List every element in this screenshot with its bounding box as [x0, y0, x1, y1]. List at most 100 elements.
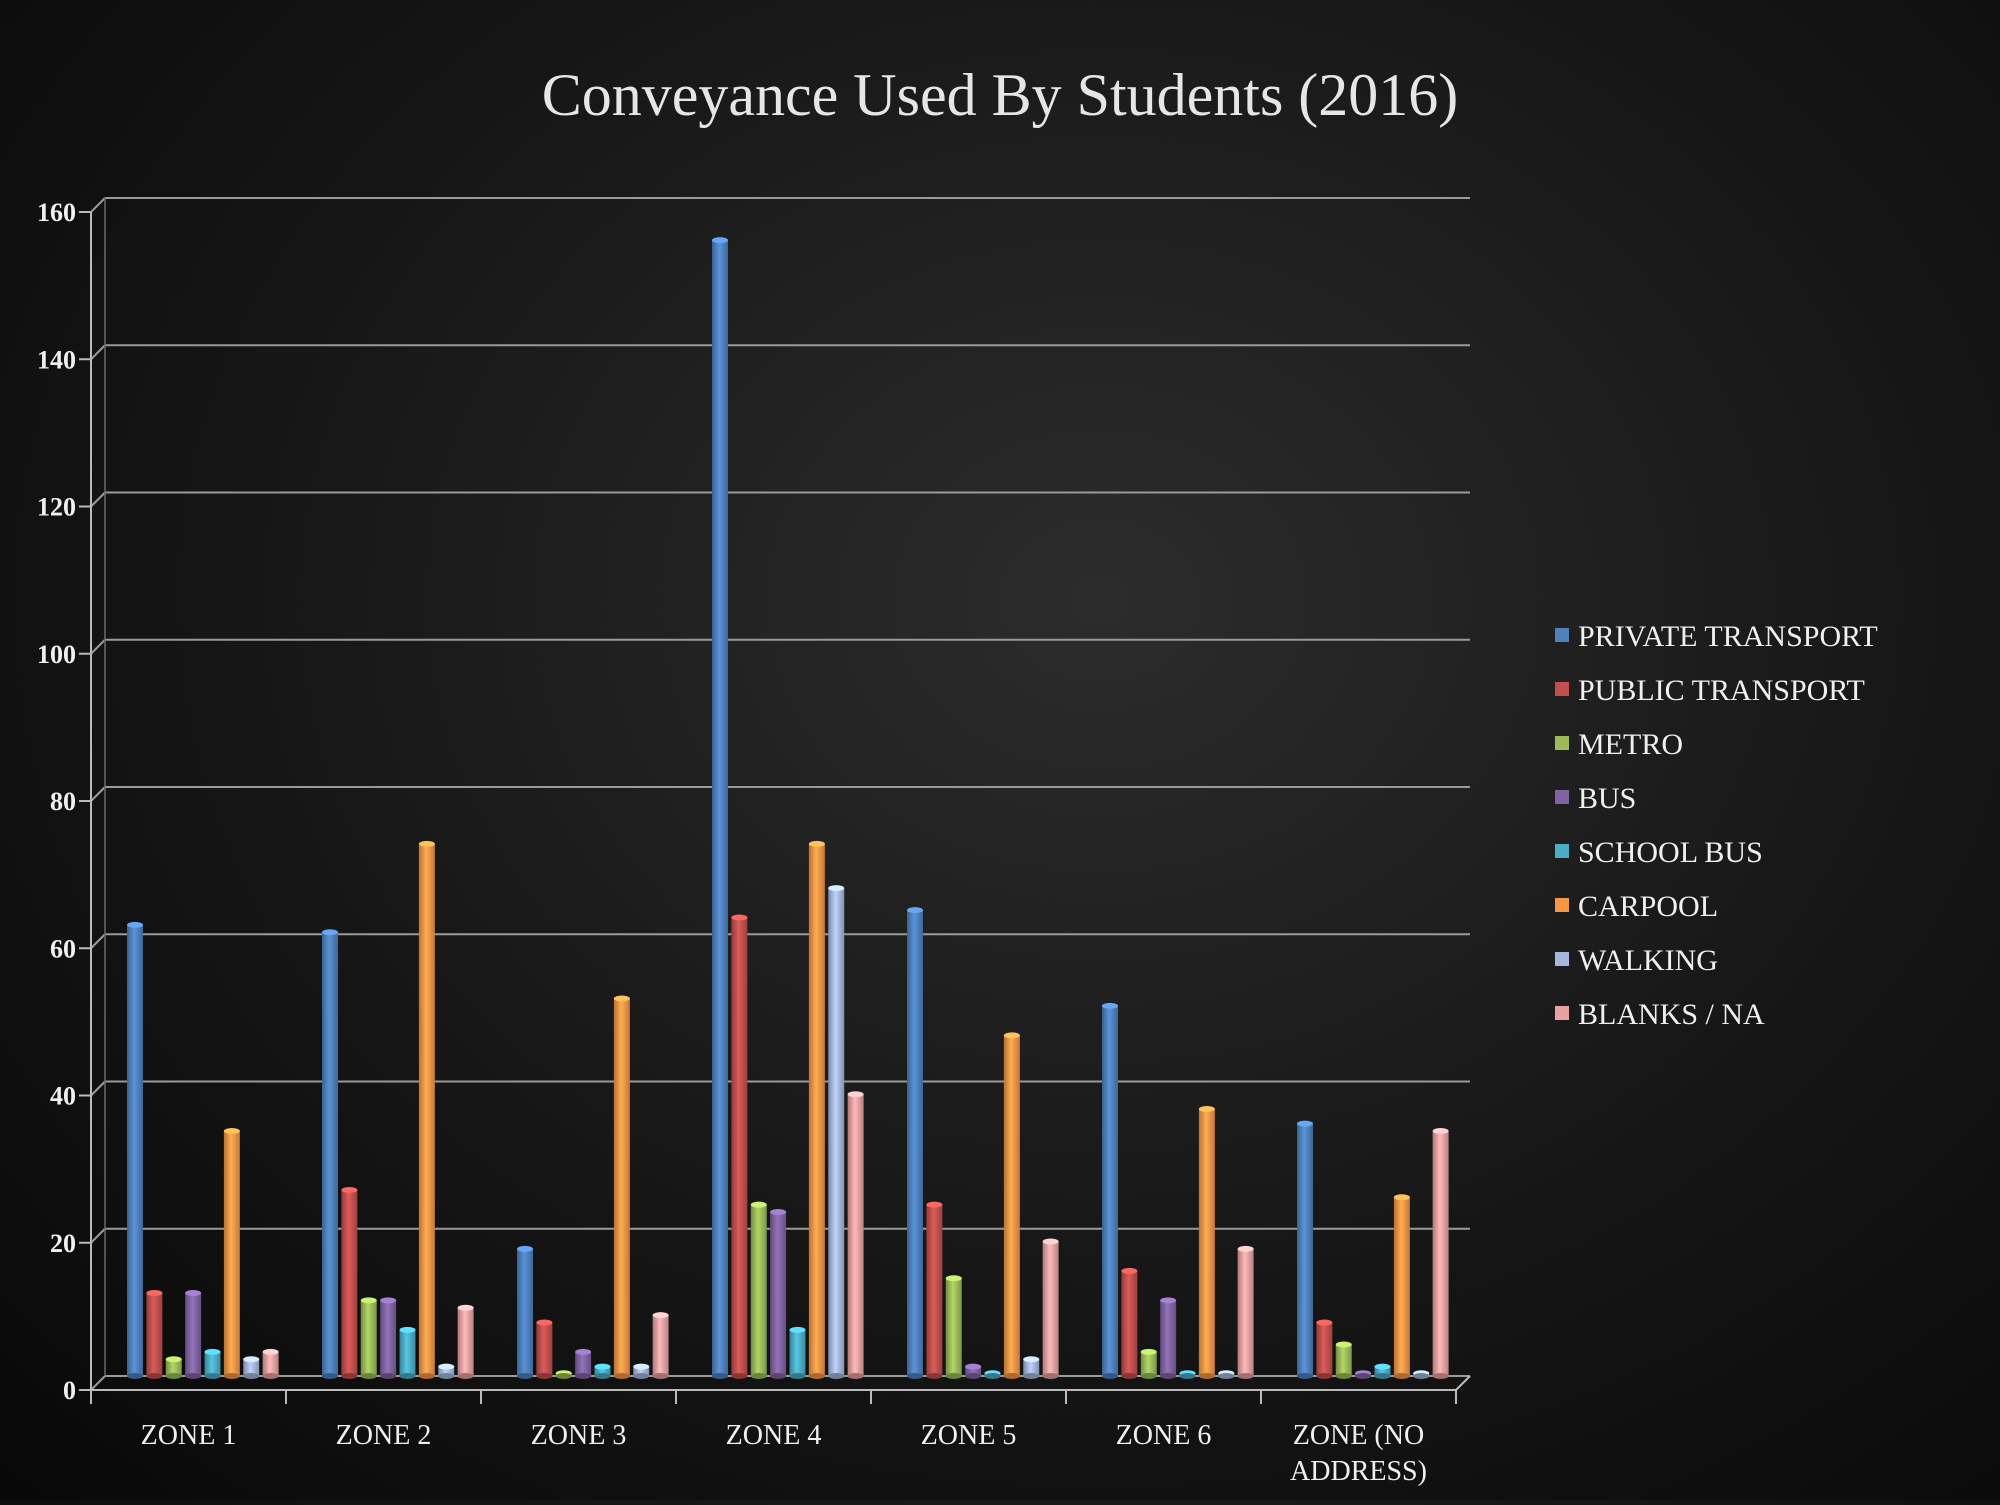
bar-base	[1374, 1373, 1391, 1379]
legend-swatch	[1555, 682, 1569, 696]
bar-base	[204, 1373, 221, 1379]
bar	[360, 1300, 377, 1376]
x-tick-label: ZONE 3	[531, 1420, 627, 1451]
bar	[1316, 1322, 1333, 1376]
bar-base	[828, 1373, 845, 1379]
bar-base	[1042, 1373, 1059, 1379]
bar-top	[907, 907, 923, 914]
bar-base	[1355, 1373, 1372, 1379]
bar-base	[438, 1373, 455, 1379]
bar	[633, 1366, 650, 1376]
bar-base	[770, 1373, 787, 1379]
bar-top	[613, 995, 630, 1002]
bar-base	[984, 1373, 1001, 1379]
bar-top	[808, 840, 825, 847]
bar-top	[965, 1363, 982, 1370]
bar-top	[360, 1297, 377, 1304]
bar	[808, 843, 825, 1376]
gridline-depth	[90, 197, 106, 213]
legend-swatch	[1555, 898, 1569, 912]
bar-top	[1160, 1297, 1177, 1304]
bar-base	[1335, 1373, 1352, 1379]
bar	[789, 1329, 806, 1376]
bar-top	[847, 1091, 864, 1098]
bar-base	[1102, 1373, 1118, 1379]
gridline-depth	[90, 933, 106, 949]
bar-top	[438, 1363, 455, 1370]
bar	[1237, 1248, 1254, 1376]
legend-label: SCHOOL BUS	[1578, 836, 1763, 869]
gridline-depth	[90, 1228, 106, 1244]
legend-swatch	[1555, 736, 1569, 750]
y-tick-label: 40	[50, 1082, 76, 1111]
bar-top	[1023, 1356, 1040, 1363]
bar-top	[322, 929, 338, 936]
bar-base	[146, 1373, 163, 1379]
gridline-depth	[90, 786, 106, 802]
bar-base	[613, 1373, 630, 1379]
bar-top	[633, 1363, 650, 1370]
bar-base	[847, 1373, 864, 1379]
bar	[262, 1351, 279, 1376]
bar	[322, 932, 338, 1376]
bar	[185, 1293, 202, 1376]
bar	[594, 1366, 611, 1376]
bar-top	[262, 1348, 279, 1355]
legend-label: CARPOOL	[1578, 890, 1718, 923]
bar-top	[1374, 1363, 1391, 1370]
y-tick-label: 80	[50, 787, 76, 816]
bar-top	[712, 237, 728, 244]
bar	[1042, 1241, 1059, 1376]
bar	[536, 1322, 553, 1376]
x-axis-depth	[1455, 1375, 1471, 1391]
gridline-depth	[90, 344, 106, 360]
legend-swatch	[1555, 952, 1569, 966]
bar-base	[1160, 1373, 1177, 1379]
bar	[438, 1366, 455, 1376]
bar-base	[262, 1373, 279, 1379]
bar-top	[243, 1356, 260, 1363]
bar-top	[1237, 1245, 1254, 1252]
bar-base	[1237, 1373, 1254, 1379]
bar-base	[165, 1373, 182, 1379]
bar-top	[1198, 1105, 1215, 1112]
bar-top	[204, 1348, 221, 1355]
bar-base	[1140, 1373, 1157, 1379]
bar	[1160, 1300, 1177, 1376]
bar-base	[322, 1373, 338, 1379]
bar-top	[185, 1290, 202, 1297]
bar-base	[341, 1373, 358, 1379]
bar-top	[418, 840, 435, 847]
bar	[1198, 1108, 1215, 1376]
gridline-depth	[90, 1375, 106, 1391]
bar-base	[731, 1373, 748, 1379]
bar	[204, 1351, 221, 1376]
bar-base	[399, 1373, 416, 1379]
y-tick-label: 140	[37, 345, 76, 374]
bar	[1140, 1351, 1157, 1376]
legend-swatch	[1555, 844, 1569, 858]
chart-title: Conveyance Used By Students (2016)	[542, 62, 1459, 128]
bar-base	[127, 1373, 143, 1379]
bar-base	[360, 1373, 377, 1379]
bar-top	[1042, 1238, 1059, 1245]
bar	[828, 888, 845, 1376]
bar-base	[1413, 1373, 1430, 1379]
bar-base	[555, 1373, 572, 1379]
bar-base	[1218, 1373, 1235, 1379]
bar	[1102, 1005, 1118, 1376]
bar	[127, 924, 143, 1376]
bar-base	[223, 1373, 240, 1379]
legend-label: PUBLIC TRANSPORT	[1578, 674, 1865, 707]
bar-base	[907, 1373, 923, 1379]
y-tick-label: 60	[50, 934, 76, 963]
bar-top	[945, 1275, 962, 1282]
bar	[146, 1293, 163, 1376]
bar	[1432, 1131, 1449, 1376]
bar-top	[1102, 1002, 1118, 1009]
x-tick-label: ZONE 4	[726, 1420, 822, 1451]
bar-base	[517, 1373, 533, 1379]
bar	[418, 843, 435, 1376]
bar	[613, 998, 630, 1376]
